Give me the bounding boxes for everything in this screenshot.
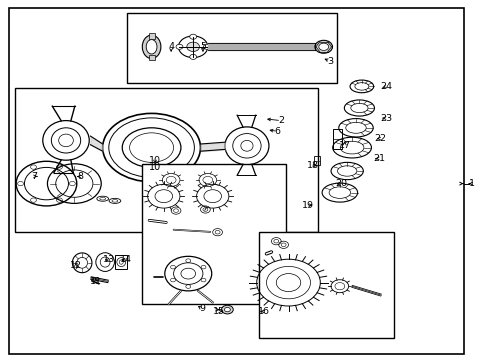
Ellipse shape xyxy=(142,35,161,59)
Text: 13: 13 xyxy=(102,256,114,264)
Circle shape xyxy=(318,43,328,50)
Text: 21: 21 xyxy=(372,154,384,163)
Text: 7: 7 xyxy=(31,172,37,181)
Text: 3: 3 xyxy=(326,57,332,66)
Text: 18: 18 xyxy=(306,161,318,170)
Text: 1: 1 xyxy=(468,179,474,188)
Text: 12: 12 xyxy=(70,261,81,270)
Text: 20: 20 xyxy=(335,179,346,188)
Circle shape xyxy=(203,44,210,49)
Bar xyxy=(148,55,154,60)
Circle shape xyxy=(224,307,230,312)
Text: 10: 10 xyxy=(149,156,161,165)
Bar xyxy=(115,255,127,269)
Circle shape xyxy=(314,40,332,53)
Text: 6: 6 xyxy=(274,127,280,136)
Circle shape xyxy=(189,54,196,59)
Bar xyxy=(148,33,154,39)
Text: 9: 9 xyxy=(199,305,204,313)
Text: 16: 16 xyxy=(258,307,269,316)
Text: 11: 11 xyxy=(90,277,102,286)
Text: 4: 4 xyxy=(168,42,174,51)
Circle shape xyxy=(178,36,207,58)
Bar xyxy=(313,156,319,165)
Text: 5: 5 xyxy=(200,42,205,51)
Text: 19: 19 xyxy=(302,201,313,210)
Text: 23: 23 xyxy=(380,114,391,122)
Bar xyxy=(127,13,337,83)
Text: 8: 8 xyxy=(78,172,83,181)
Circle shape xyxy=(176,44,183,49)
Circle shape xyxy=(221,305,233,314)
Text: 14: 14 xyxy=(120,256,131,264)
Bar xyxy=(332,129,341,149)
Bar xyxy=(259,232,393,338)
Circle shape xyxy=(189,34,196,39)
Text: 15: 15 xyxy=(212,307,224,316)
Bar xyxy=(142,164,285,304)
Circle shape xyxy=(186,42,199,51)
Text: 22: 22 xyxy=(374,134,386,143)
Text: 24: 24 xyxy=(380,82,391,91)
Bar xyxy=(15,88,317,232)
Text: 17: 17 xyxy=(338,141,350,150)
Ellipse shape xyxy=(146,40,157,54)
Text: 10: 10 xyxy=(148,162,161,172)
Text: 2: 2 xyxy=(278,116,284,125)
